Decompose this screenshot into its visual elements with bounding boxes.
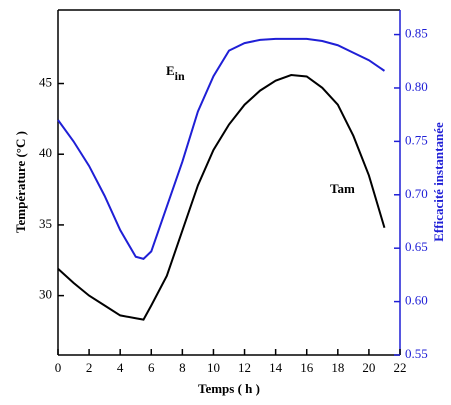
y-tick-label: 35 xyxy=(39,216,52,231)
x-tick-label: 14 xyxy=(269,360,283,375)
x-tick-label: 16 xyxy=(300,360,314,375)
x-tick-label: 10 xyxy=(207,360,220,375)
series-line xyxy=(57,74,386,321)
series-label-name: E xyxy=(166,63,175,78)
y-axis-label: Température (°C ) xyxy=(13,131,28,233)
y2-axis-label: Efficacité instantanée xyxy=(431,122,446,242)
series-label: Ein xyxy=(166,63,185,83)
y2-tick-label: 0.65 xyxy=(405,239,428,254)
series-line xyxy=(57,37,386,260)
x-tick-label: 2 xyxy=(86,360,93,375)
series-label: Tam xyxy=(330,181,355,196)
y-tick-label: 30 xyxy=(39,287,52,302)
x-tick-label: 12 xyxy=(238,360,251,375)
x-tick-label: 4 xyxy=(117,360,124,375)
y2-tick-label: 0.80 xyxy=(405,79,428,94)
y-tick-label: 40 xyxy=(39,145,52,160)
y2-tick-label: 0.60 xyxy=(405,293,428,308)
x-tick-label: 6 xyxy=(148,360,155,375)
y2-tick-label: 0.70 xyxy=(405,186,428,201)
x-tick-label: 22 xyxy=(394,360,407,375)
y2-tick-label: 0.85 xyxy=(405,26,428,41)
x-tick-label: 8 xyxy=(179,360,186,375)
x-tick-label: 18 xyxy=(331,360,344,375)
x-axis-label: Temps ( h ) xyxy=(198,381,260,396)
series-label-sub: in xyxy=(175,69,185,83)
y2-tick-label: 0.55 xyxy=(405,346,428,361)
y-tick-label: 45 xyxy=(39,75,52,90)
x-tick-label: 20 xyxy=(362,360,375,375)
y2-tick-label: 0.75 xyxy=(405,132,428,147)
x-tick-label: 0 xyxy=(55,360,62,375)
series-label-name: Tam xyxy=(330,181,355,196)
